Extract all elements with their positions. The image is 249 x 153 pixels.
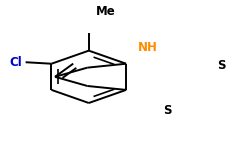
- Text: Me: Me: [96, 5, 116, 18]
- Text: S: S: [217, 59, 225, 72]
- Text: S: S: [163, 104, 172, 117]
- Text: Cl: Cl: [9, 56, 22, 69]
- Text: NH: NH: [138, 41, 158, 54]
